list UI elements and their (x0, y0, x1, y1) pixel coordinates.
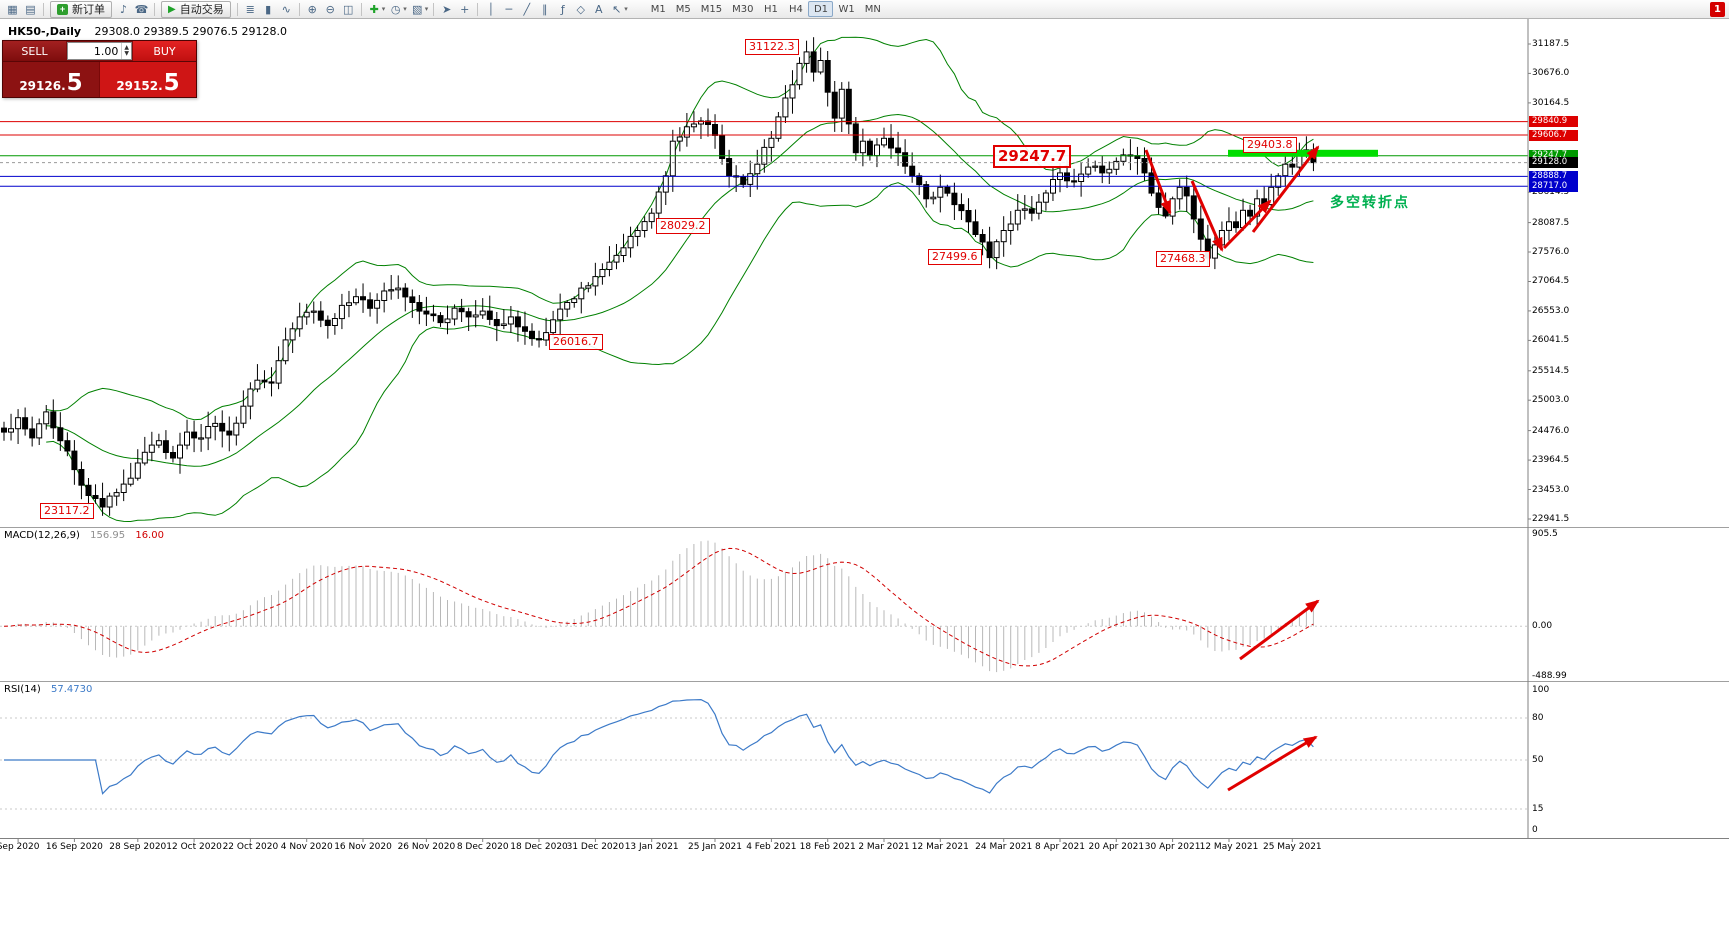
zoom-out-icon[interactable]: ⊖ (325, 2, 335, 16)
candlestick-chart-icon[interactable]: ▮ (265, 2, 272, 16)
one-click-trading-panel: SELL ▲ ▼ BUY 29126. 5 29152. 5 (2, 40, 197, 98)
chart-header: HK50-,Daily 29308.0 29389.5 29076.5 2912… (8, 25, 287, 38)
ohlc-bars-icon[interactable]: ≣ (245, 2, 255, 16)
price-annotation[interactable]: 31122.3 (745, 39, 799, 55)
crosshair-icon[interactable]: + (460, 2, 470, 16)
new-chart-icon[interactable]: ▦ (7, 2, 18, 16)
toolbar-separator (298, 2, 300, 16)
toolbar-separator (236, 2, 238, 16)
sound-alert-icon[interactable]: ♪ (119, 2, 128, 16)
timeframe-button-h4[interactable]: H4 (789, 3, 803, 15)
fibonacci-icon[interactable]: ƒ (560, 2, 565, 16)
rsi-indicator-name: RSI(14) (4, 684, 41, 695)
sell-price[interactable]: 29126. 5 (3, 62, 99, 97)
macd-label-row: MACD(12,26,9) 156.95 16.00 (4, 530, 164, 541)
shapes-icon[interactable]: ◇ (576, 2, 585, 16)
price-annotation[interactable]: 23117.2 (40, 503, 94, 519)
timeframe-button-m15[interactable]: M15 (700, 3, 723, 15)
buy-price[interactable]: 29152. 5 (99, 62, 196, 97)
timeframe-button-h1[interactable]: H1 (764, 3, 778, 15)
new-order-icon: + (57, 3, 68, 15)
macd-signal-value: 16.00 (135, 530, 164, 541)
macd-main-value: 156.95 (90, 530, 126, 541)
toolbar-separator (433, 2, 435, 16)
volume-up-icon[interactable]: ▲ (124, 44, 129, 51)
price-annotation[interactable]: 29247.7 (993, 145, 1072, 168)
mobile-app-icon[interactable]: ☎ (134, 2, 149, 16)
volume-stepper[interactable]: ▲ ▼ (121, 43, 131, 59)
buy-button[interactable]: BUY (133, 41, 196, 61)
trendline-icon[interactable]: ╱ (523, 2, 531, 16)
rsi-value: 57.4730 (50, 684, 93, 695)
chart-symbol-period: HK50-,Daily (8, 25, 82, 38)
timeframe-group: M1 M5 M15 M30 H1 H4 D1 W1 MN (646, 1, 886, 17)
cursor-icon[interactable]: ➤ (442, 2, 452, 16)
text-label-icon[interactable]: A (594, 2, 603, 16)
bull-bear-turning-point-note[interactable]: 多空转折点 (1330, 195, 1410, 211)
line-chart-icon[interactable]: ∿ (281, 2, 291, 16)
rsi-label-row: RSI(14) 57.4730 (4, 684, 92, 695)
profiles-icon[interactable]: ▤ (25, 2, 36, 16)
macd-indicator-name: MACD(12,26,9) (4, 530, 80, 541)
timeframe-button-d1[interactable]: D1 (808, 1, 834, 17)
templates-icon[interactable]: ▧ (412, 2, 423, 16)
toolbar-separator (43, 2, 44, 16)
volume-field: ▲ ▼ (67, 42, 132, 60)
autotrading-label: 自动交易 (179, 4, 224, 16)
toolbar-separator (477, 2, 479, 16)
toolbar-separator (154, 2, 155, 16)
chart-ohlc-values: 29308.0 29389.5 29076.5 29128.0 (94, 25, 287, 38)
autotrading-button[interactable]: ▶ 自动交易 (161, 0, 231, 18)
tile-windows-icon[interactable]: ◫ (343, 2, 354, 16)
timeframe-button-m30[interactable]: M30 (732, 3, 754, 15)
templates-dropdown-icon[interactable]: ▾ (424, 5, 429, 13)
periods-icon[interactable]: ◷ (390, 2, 401, 16)
volume-down-icon[interactable]: ▼ (124, 50, 129, 57)
volume-input[interactable] (68, 43, 122, 59)
buy-price-big-digit: 5 (163, 70, 180, 96)
channel-icon[interactable]: ∥ (542, 2, 548, 16)
sell-button[interactable]: SELL (3, 41, 66, 61)
sell-price-main: 29126. (19, 79, 66, 93)
objects-dropdown-icon[interactable]: ▾ (624, 5, 628, 13)
timeframe-button-mn[interactable]: MN (864, 3, 881, 15)
chart-count-badge[interactable]: 1 (1710, 1, 1725, 17)
autotrading-play-icon: ▶ (168, 3, 176, 15)
sell-price-big-digit: 5 (66, 70, 83, 96)
new-order-button[interactable]: + 新订单 (50, 0, 112, 18)
vertical-line-icon[interactable]: │ (487, 2, 495, 16)
price-annotation[interactable]: 28029.2 (656, 218, 710, 234)
price-annotation[interactable]: 27468.3 (1156, 251, 1210, 267)
periods-dropdown-icon[interactable]: ▾ (403, 5, 407, 13)
arrows-object-icon[interactable]: ↖ (612, 2, 622, 16)
indicators-dropdown-icon[interactable]: ▾ (381, 5, 386, 13)
timeframe-button-m1[interactable]: M1 (650, 3, 666, 15)
price-annotation[interactable]: 26016.7 (549, 334, 603, 350)
timeframe-button-w1[interactable]: W1 (838, 3, 855, 15)
toolbar: ▦ ▤ + 新订单 ♪ ☎ ▶ 自动交易 ≣ ▮ ∿ ⊕ ⊖ ◫ ✚ ▾ ◷ ▾… (0, 0, 1729, 19)
zoom-in-icon[interactable]: ⊕ (307, 2, 317, 16)
toolbar-separator (360, 2, 362, 16)
timeframe-button-m5[interactable]: M5 (675, 3, 691, 15)
indicators-icon[interactable]: ✚ (369, 2, 379, 16)
new-order-label: 新订单 (72, 4, 105, 16)
price-annotation[interactable]: 27499.6 (928, 249, 982, 265)
horizontal-line-icon[interactable]: ─ (505, 2, 513, 16)
buy-price-main: 29152. (116, 79, 163, 93)
price-annotation[interactable]: 29403.8 (1243, 137, 1297, 153)
